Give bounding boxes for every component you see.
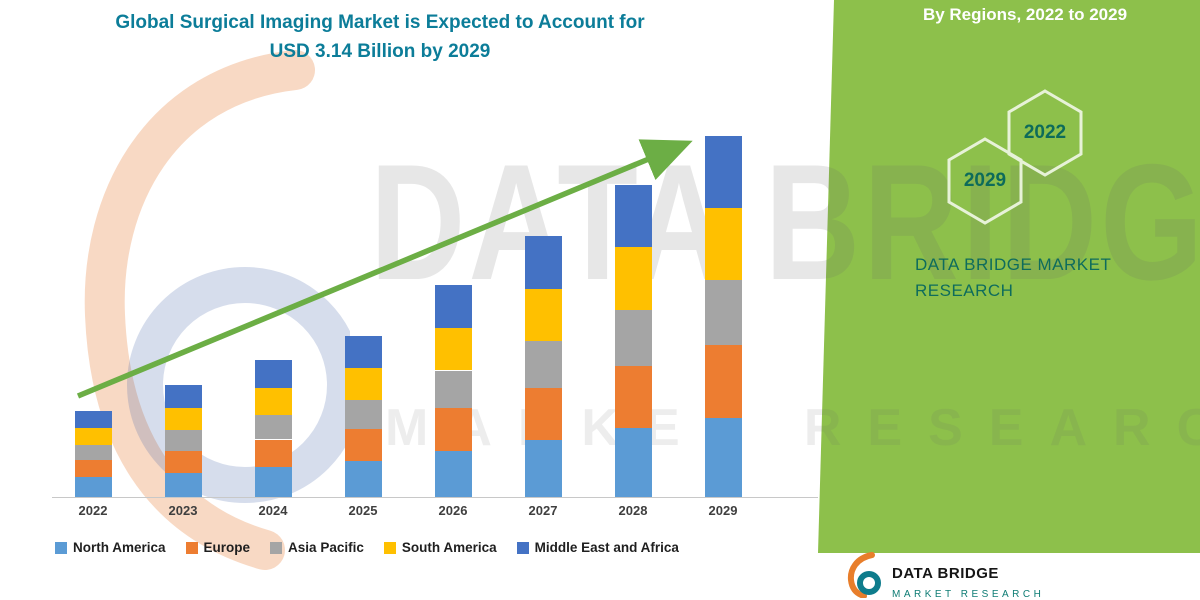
footer-brand-sub: MARKET RESEARCH [892, 589, 1045, 600]
bar-segment [524, 288, 562, 341]
bar-segment [254, 360, 292, 388]
bar-segment [614, 365, 652, 428]
bar-segment [434, 327, 472, 371]
legend-swatch [185, 541, 198, 554]
legend-swatch [516, 541, 529, 554]
chart-title-line2: USD 3.14 Billion by 2029 [269, 41, 491, 63]
chart-title-line1: Global Surgical Imaging Market is Expect… [115, 12, 645, 33]
legend-item: Europe [185, 540, 251, 555]
bar-segment [434, 285, 472, 328]
bar-segment [704, 208, 742, 280]
bar-segment [524, 387, 562, 440]
bar-segment [434, 451, 472, 497]
panel-brand-text: DATA BRIDGE MARKET RESEARCH [915, 252, 1111, 305]
x-axis-label: 2027 [528, 503, 558, 518]
bar-segment [254, 439, 292, 468]
bar-segment [704, 135, 742, 209]
legend-label: North America [73, 540, 166, 555]
region-panel-background [818, 0, 1200, 553]
bar-segment [164, 430, 202, 451]
bar-segment [164, 451, 202, 473]
bar-segment [344, 368, 382, 401]
bar-segment [614, 185, 652, 248]
legend-swatch [270, 541, 283, 554]
hexagon-badges-icon [947, 89, 1083, 225]
bar-segment [74, 477, 112, 497]
bar-segment [344, 336, 382, 369]
x-axis-label: 2026 [438, 503, 468, 518]
bar-segment [344, 461, 382, 497]
bar-segment [434, 370, 472, 409]
x-axis-label: 2029 [708, 503, 738, 518]
x-axis-line [52, 497, 818, 498]
bar-segment [614, 428, 652, 497]
legend: North America Europe Asia Pacific South Ame… [55, 540, 795, 555]
legend-label: Asia Pacific [288, 540, 364, 555]
bar-segment [524, 439, 562, 497]
bar-segment [254, 467, 292, 497]
bar-segment [704, 417, 742, 497]
x-axis-label: 2025 [348, 503, 378, 518]
legend-item: Middle East and Africa [516, 540, 679, 555]
x-axis-label: 2024 [258, 503, 288, 518]
chart-plot: 2022 2023 2024 2025 2026 2027 2028 2029 [52, 135, 818, 518]
bar-segment [164, 408, 202, 431]
hexagon-year-2022: 2022 [1023, 122, 1067, 143]
legend-swatch [383, 541, 396, 554]
bar-segment [74, 445, 112, 461]
panel-heading: By Regions, 2022 to 2029 [922, 5, 1128, 24]
bar-segment [74, 460, 112, 478]
bar-segment [74, 428, 112, 446]
bar-segment [74, 410, 112, 428]
bar-segment [614, 247, 652, 310]
x-axis-label: 2023 [168, 503, 198, 518]
bar-segment [704, 345, 742, 418]
bar-segment [164, 472, 202, 497]
panel-brand-line2: RESEARCH [915, 281, 1014, 301]
bar-segment [614, 309, 652, 366]
bar-segment [524, 340, 562, 388]
x-axis-label: 2028 [618, 503, 648, 518]
legend-swatch [55, 541, 67, 554]
bar-segment [254, 387, 292, 416]
bar-segment [344, 429, 382, 462]
legend-item: South America [383, 540, 497, 555]
panel-brand-line1: DATA BRIDGE MARKET [915, 255, 1112, 274]
legend-item: North America [55, 540, 166, 555]
bar-segment [344, 400, 382, 430]
hexagon-year-2029: 2029 [963, 170, 1007, 191]
bar-segment [704, 279, 742, 346]
legend-item: Asia Pacific [270, 540, 364, 555]
legend-label: Europe [203, 540, 251, 555]
bar-segment [434, 408, 472, 451]
chart-title: Global Surgical Imaging Market is Expect… [40, 8, 720, 67]
bar-segment [164, 385, 202, 409]
bar-segment [254, 415, 292, 440]
x-axis-label: 2022 [78, 503, 108, 518]
footer-brand-name: DATA BRIDGE [892, 565, 999, 582]
footer-logo-icon [847, 552, 881, 598]
bar-segment [524, 235, 562, 289]
legend-label: South America [401, 540, 497, 555]
legend-label: Middle East and Africa [534, 540, 679, 555]
